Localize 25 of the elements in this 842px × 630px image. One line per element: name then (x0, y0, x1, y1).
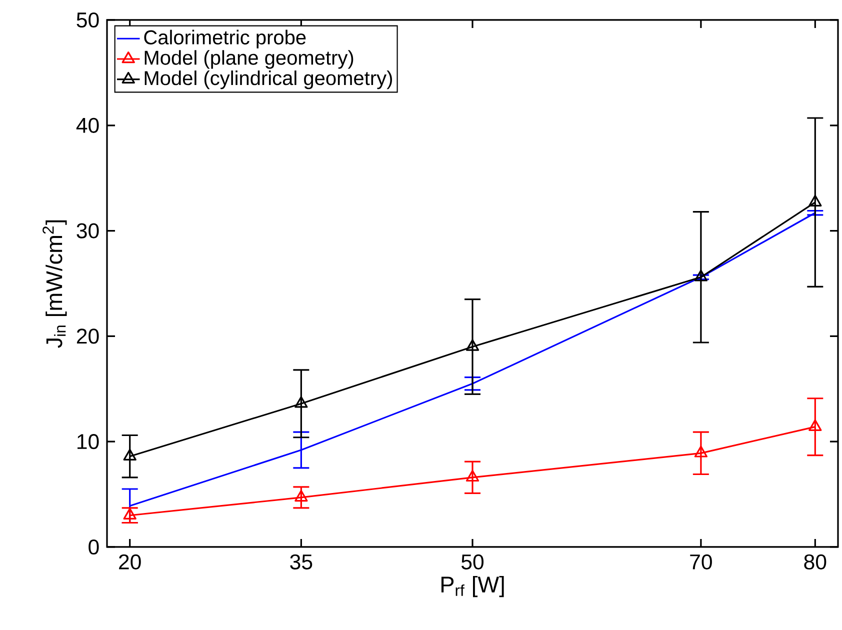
y-tick-label: 20 (76, 328, 99, 344)
y-tick-label: 30 (76, 223, 99, 238)
x-axis-title: P$_{rf}$ [W] (441, 576, 504, 598)
point (294, 396, 308, 408)
x-tick-label: 50 (461, 554, 484, 570)
x-tick-label: 70 (690, 554, 712, 570)
legend-label: Model (cylindrical geometry) (144, 70, 392, 90)
point (694, 446, 708, 458)
y-tick-label: 40 (76, 118, 99, 133)
x-tick-label: 35 (290, 554, 312, 570)
x-tick-label: 80 (804, 554, 826, 570)
x-tick-label: 20 (119, 554, 141, 570)
y-tick-label: 50 (76, 12, 99, 28)
legend-label: Calorimetric probe (144, 30, 306, 48)
legend-label: Model (plane geometry) (144, 50, 354, 69)
point (466, 470, 480, 482)
point (294, 490, 308, 502)
point (466, 339, 480, 351)
point (808, 419, 822, 431)
point (694, 270, 708, 282)
y-tick-label: 0 (88, 539, 99, 555)
point (808, 194, 822, 206)
y-axis-title: J$_{in}$ [mW/cm$^{2}$] (42, 220, 67, 348)
y-tick-label: 10 (78, 434, 99, 450)
point (123, 448, 136, 460)
